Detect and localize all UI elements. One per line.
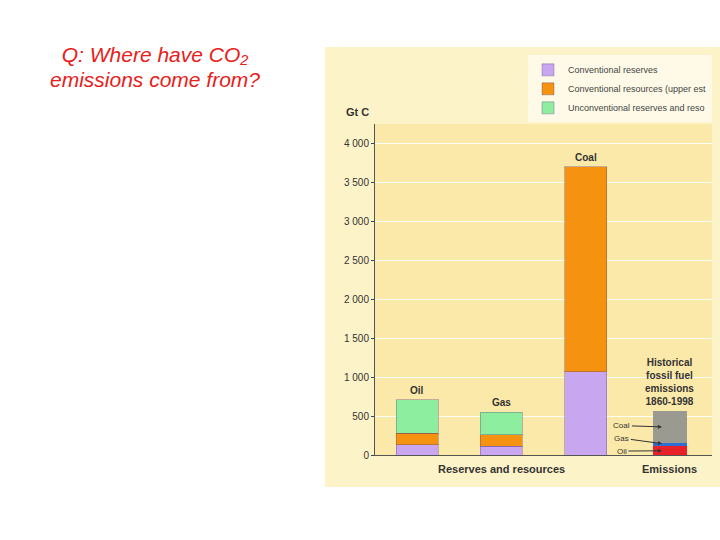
svg-text:Reserves and resources: Reserves and resources — [438, 463, 565, 475]
svg-text:3 000: 3 000 — [344, 216, 369, 227]
svg-text:Emissions: Emissions — [642, 463, 697, 475]
html-text:Q: Where have CO₂ emissions co: Q: Where have CO₂ emissions come from? — [50, 43, 260, 91]
svg-text:Conventional resources (upper: Conventional resources (upper est — [568, 84, 706, 94]
svg-text:Oil: Oil — [617, 447, 627, 456]
svg-text:Historicalfossil fuelemissions: Historicalfossil fuelemissions1860-1998 — [645, 357, 694, 407]
svg-text:Gas: Gas — [614, 434, 629, 443]
svg-text:0: 0 — [363, 450, 369, 461]
svg-text:500: 500 — [352, 411, 369, 422]
svg-text:2 500: 2 500 — [344, 255, 369, 266]
svg-text:Gas: Gas — [492, 397, 511, 408]
svg-text:3 500: 3 500 — [344, 177, 369, 188]
svg-text:1 000: 1 000 — [344, 372, 369, 383]
svg-text:4 000: 4 000 — [344, 138, 369, 149]
svg-text:Coal: Coal — [613, 421, 630, 430]
svg-text:2 000: 2 000 — [344, 294, 369, 305]
svg-text:Conventional reserves: Conventional reserves — [568, 65, 658, 75]
svg-text:Gt C: Gt C — [346, 106, 369, 118]
svg-text:1 500: 1 500 — [344, 333, 369, 344]
svg-text:Oil: Oil — [410, 385, 424, 396]
svg-text:Unconventional reserves and re: Unconventional reserves and reso — [568, 103, 705, 113]
svg-text:Coal: Coal — [575, 152, 597, 163]
